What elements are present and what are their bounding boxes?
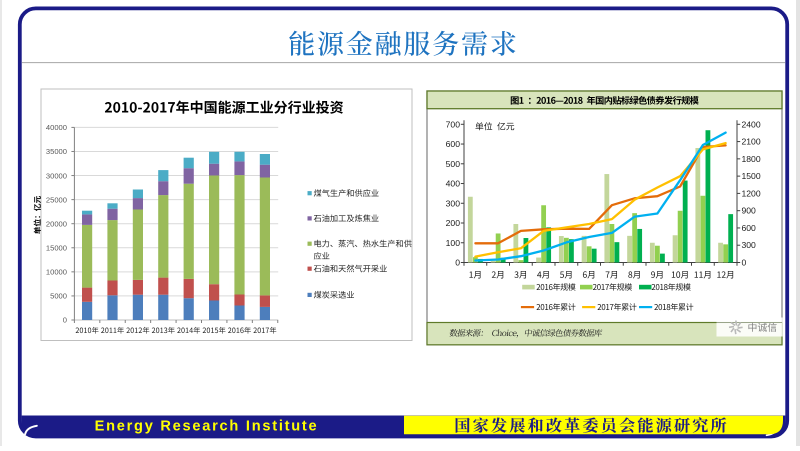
- svg-text:0: 0: [742, 258, 747, 268]
- svg-text:40000: 40000: [46, 123, 67, 132]
- svg-text:600: 600: [446, 139, 461, 149]
- svg-text:1500: 1500: [742, 171, 761, 181]
- svg-text:2100: 2100: [742, 137, 761, 147]
- svg-text:600: 600: [742, 223, 757, 233]
- svg-text:2400: 2400: [742, 119, 761, 129]
- svg-text:15000: 15000: [46, 243, 67, 252]
- svg-text:100: 100: [446, 238, 461, 248]
- svg-text:25000: 25000: [46, 195, 67, 204]
- svg-text:300: 300: [446, 198, 461, 208]
- svg-text:0: 0: [63, 316, 67, 325]
- svg-text:Energy Research Institute: Energy Research Institute: [95, 418, 319, 434]
- svg-text:500: 500: [446, 159, 461, 169]
- svg-text:700: 700: [446, 119, 461, 129]
- svg-text:1200: 1200: [742, 188, 761, 198]
- svg-text:300: 300: [742, 240, 757, 250]
- svg-text:400: 400: [446, 179, 461, 189]
- svg-text:10000: 10000: [46, 268, 67, 277]
- svg-text:5000: 5000: [50, 292, 67, 301]
- svg-text:0: 0: [455, 258, 460, 268]
- svg-text:35000: 35000: [46, 147, 67, 156]
- svg-text:20000: 20000: [46, 219, 67, 228]
- svg-text:1800: 1800: [742, 154, 761, 164]
- svg-text:30000: 30000: [46, 171, 67, 180]
- svg-text:900: 900: [742, 206, 757, 216]
- svg-text:200: 200: [446, 218, 461, 228]
